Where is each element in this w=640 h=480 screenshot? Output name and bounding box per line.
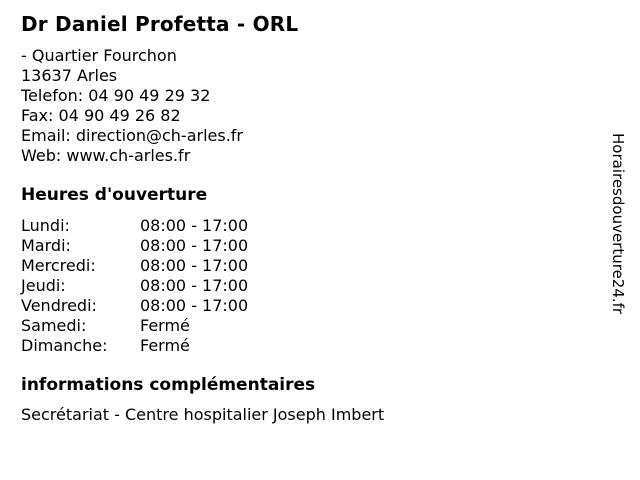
day-hours: 08:00 - 17:00 bbox=[140, 236, 249, 255]
day-hours: 08:00 - 17:00 bbox=[140, 256, 249, 275]
hours-row-thursday: Jeudi: 08:00 - 17:00 bbox=[21, 276, 581, 296]
phone-label: Telefon: bbox=[21, 86, 84, 105]
day-hours: 08:00 - 17:00 bbox=[140, 296, 249, 315]
hours-row-monday: Lundi: 08:00 - 17:00 bbox=[21, 216, 581, 236]
web-value: www.ch-arles.fr bbox=[66, 146, 191, 165]
hours-row-tuesday: Mardi: 08:00 - 17:00 bbox=[21, 236, 581, 256]
email-value: direction@ch-arles.fr bbox=[75, 126, 244, 145]
day-label: Mardi: bbox=[21, 236, 71, 255]
day-label: Samedi: bbox=[21, 316, 87, 335]
day-label: Jeudi: bbox=[21, 276, 66, 295]
day-label: Lundi: bbox=[21, 216, 70, 235]
additional-info-section: informations complémentaires Secrétariat… bbox=[21, 375, 581, 425]
fax-value: 04 90 49 26 82 bbox=[58, 106, 181, 125]
hours-row-saturday: Samedi: Fermé bbox=[21, 316, 581, 336]
watermark-brand: Horairesdouverture24.fr bbox=[609, 133, 627, 315]
hours-row-wednesday: Mercredi: 08:00 - 17:00 bbox=[21, 256, 581, 276]
day-hours: 08:00 - 17:00 bbox=[140, 216, 249, 235]
opening-hours-heading: Heures d'ouverture bbox=[21, 185, 208, 205]
fax-line: Fax: 04 90 49 26 82 bbox=[21, 106, 581, 126]
main-content: Dr Daniel Profetta - ORL - Quartier Four… bbox=[21, 13, 581, 425]
day-label: Vendredi: bbox=[21, 296, 97, 315]
hours-row-sunday: Dimanche: Fermé bbox=[21, 336, 581, 356]
opening-hours-table: Lundi: 08:00 - 17:00 Mardi: 08:00 - 17:00 … bbox=[21, 216, 581, 356]
fax-label: Fax: bbox=[21, 106, 54, 125]
phone-line: Telefon: 04 90 49 29 32 bbox=[21, 86, 581, 106]
page-title: Dr Daniel Profetta - ORL bbox=[21, 12, 299, 36]
additional-info-text: Secrétariat - Centre hospitalier Joseph … bbox=[21, 405, 385, 424]
day-hours: Fermé bbox=[140, 316, 190, 335]
address-line-2: 13637 Arles bbox=[21, 66, 118, 85]
phone-value: 04 90 49 29 32 bbox=[88, 86, 211, 105]
web-line: Web: www.ch-arles.fr bbox=[21, 146, 581, 166]
day-label: Mercredi: bbox=[21, 256, 96, 275]
day-label: Dimanche: bbox=[21, 336, 108, 355]
address-line-1: - Quartier Fourchon bbox=[21, 46, 177, 65]
hours-row-friday: Vendredi: 08:00 - 17:00 bbox=[21, 296, 581, 316]
day-hours: 08:00 - 17:00 bbox=[140, 276, 249, 295]
contact-block: - Quartier Fourchon 13637 Arles Telefon:… bbox=[21, 46, 581, 166]
email-label: Email: bbox=[21, 126, 71, 145]
email-line: Email: direction@ch-arles.fr bbox=[21, 126, 581, 146]
additional-info-heading: informations complémentaires bbox=[21, 375, 316, 395]
day-hours: Fermé bbox=[140, 336, 190, 355]
web-label: Web: bbox=[21, 146, 62, 165]
opening-hours-section: Heures d'ouverture Lundi: 08:00 - 17:00 M… bbox=[21, 185, 581, 356]
